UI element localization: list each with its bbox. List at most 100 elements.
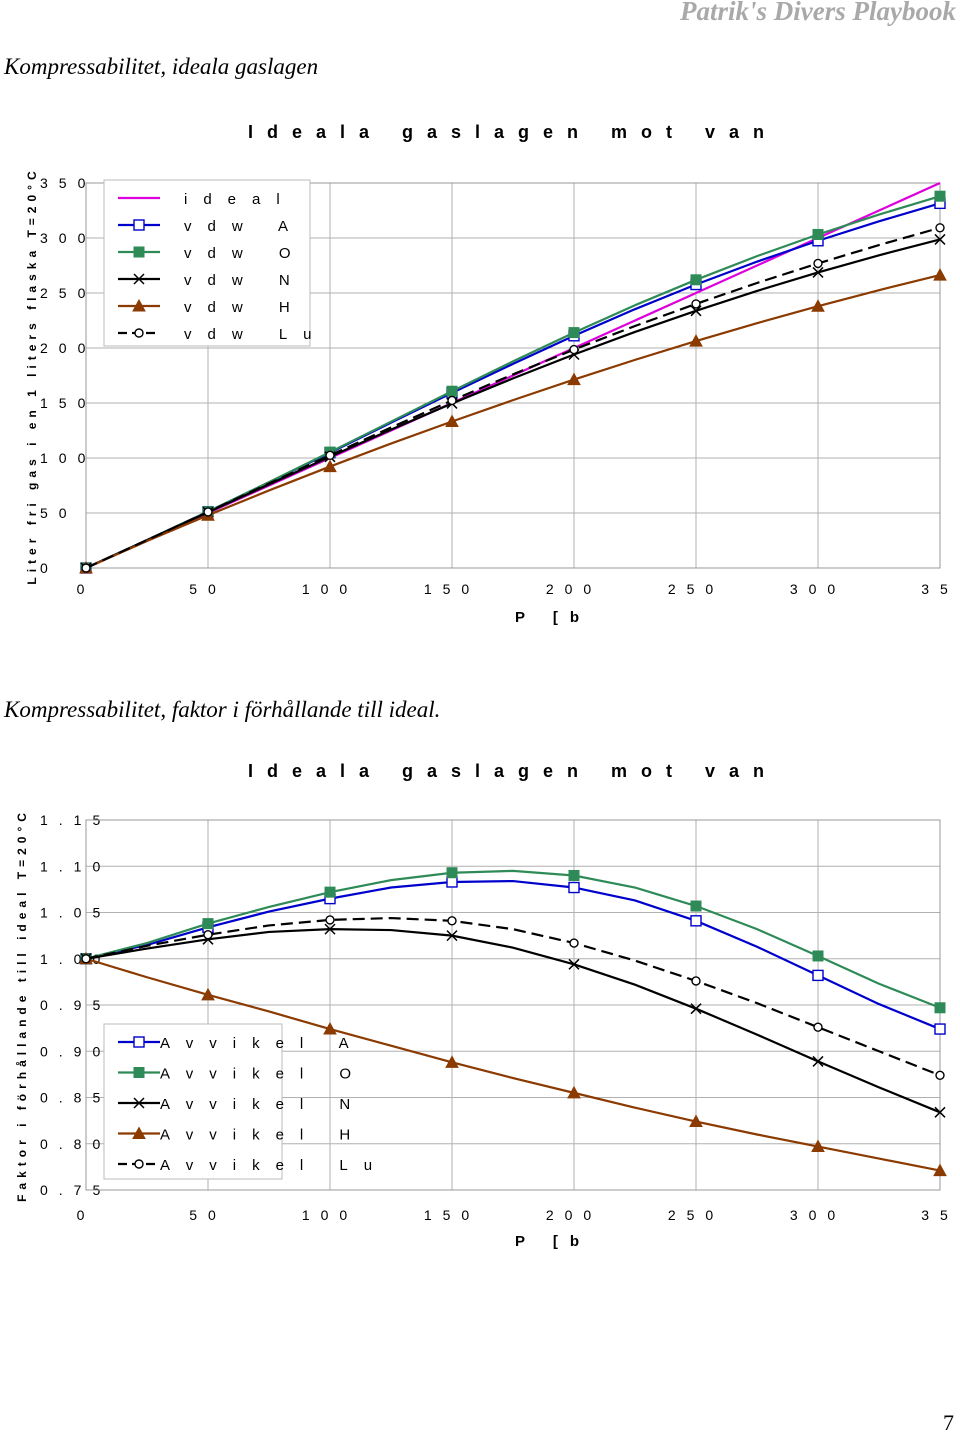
y-tick-label: 350 xyxy=(40,175,96,191)
y-tick-label: 200 xyxy=(40,340,96,356)
series-line xyxy=(85,957,941,1172)
legend-marker xyxy=(133,246,145,258)
data-point xyxy=(691,299,701,309)
data-point xyxy=(568,870,580,881)
data-point xyxy=(934,190,946,202)
data-point xyxy=(447,395,457,406)
legend-box xyxy=(103,1023,283,1180)
x-tick-label: 100 xyxy=(302,1207,358,1223)
legend-marker xyxy=(134,328,144,338)
data-point xyxy=(324,886,336,898)
y-tick-label: 1.15 xyxy=(40,812,111,828)
x-tick-label: 100 xyxy=(302,581,358,597)
data-point xyxy=(446,930,458,942)
series-line xyxy=(85,879,941,1031)
data-point xyxy=(202,918,214,930)
x-tick-label: 35 xyxy=(921,1207,959,1223)
data-point xyxy=(569,938,579,948)
data-point xyxy=(812,969,824,982)
data-point xyxy=(934,233,946,245)
legend-label: Avvikel O xyxy=(160,1066,367,1083)
data-point xyxy=(445,1055,459,1068)
x-tick-label: 200 xyxy=(546,581,602,597)
legend-label: Avvikel N xyxy=(160,1096,366,1113)
series-avvikel-h xyxy=(79,951,947,1177)
data-point xyxy=(812,950,824,962)
legend: ideal vdw A vdw O vdw N vdw H vdw Lu xyxy=(103,179,328,347)
y-tick-label: 0 xyxy=(40,560,59,576)
series-line xyxy=(85,928,941,1114)
data-point xyxy=(813,1022,823,1032)
data-point xyxy=(690,1003,702,1015)
data-point xyxy=(446,385,458,397)
series-line xyxy=(85,274,941,570)
legend-label: vdw A xyxy=(184,218,304,235)
legend-marker xyxy=(133,1036,145,1048)
data-point xyxy=(935,223,945,233)
section-heading-1: Kompressabilitet, ideala gaslagen xyxy=(4,54,319,79)
data-point xyxy=(568,958,580,970)
data-point xyxy=(690,274,702,286)
series-line xyxy=(85,238,941,570)
data-point xyxy=(446,876,458,888)
chart-title: Ideala gaslagen mot van xyxy=(248,122,778,142)
y-tick-label: 0.90 xyxy=(40,1043,111,1059)
data-point xyxy=(568,881,580,894)
y-tick-label: 0.75 xyxy=(40,1182,111,1198)
data-point xyxy=(934,1023,946,1035)
series-line xyxy=(85,226,941,570)
legend-marker xyxy=(132,1126,146,1139)
x-tick-label: 50 xyxy=(189,581,227,597)
legend-marker xyxy=(133,1067,145,1078)
data-point xyxy=(447,916,457,926)
data-point xyxy=(568,327,580,339)
data-point xyxy=(811,1139,825,1153)
x-tick-label: 0 xyxy=(77,581,96,597)
y-tick-label: 1.00 xyxy=(40,951,111,967)
series-line xyxy=(85,916,941,1077)
data-point xyxy=(324,923,336,935)
data-point xyxy=(812,266,824,278)
legend-label: vdw N xyxy=(184,272,306,289)
y-axis-label: Liter fri gas i en 1 liters flaska T=20°… xyxy=(25,166,39,584)
chart-factor-vs-pressure: Ideala gaslagen mot van 0 50 100 150 200 250 30… xyxy=(15,761,959,1250)
legend-label: Avvikel Lu xyxy=(160,1157,388,1174)
chart-title: Ideala gaslagen mot van xyxy=(248,761,778,781)
x-axis-label: P [b xyxy=(515,1233,591,1250)
data-point xyxy=(813,258,823,269)
x-tick-label: 35 xyxy=(921,581,959,597)
x-tick-label: 200 xyxy=(546,1207,602,1223)
series-vdw-lu xyxy=(81,223,945,573)
data-point xyxy=(933,1163,947,1177)
data-point xyxy=(689,1114,703,1128)
legend-label: vdw O xyxy=(184,245,307,262)
x-tick-label: 0 xyxy=(77,1207,96,1223)
y-tick-label: 50 xyxy=(40,505,78,521)
x-tick-label: 300 xyxy=(790,581,846,597)
section-heading-2: Kompressabilitet, faktor i förhållande t… xyxy=(4,697,441,722)
data-point xyxy=(934,1106,946,1118)
legend-marker xyxy=(134,1159,144,1169)
x-tick-label: 150 xyxy=(424,1207,480,1223)
legend-marker xyxy=(132,298,146,312)
data-point xyxy=(81,954,91,964)
legend-marker xyxy=(133,219,145,231)
data-point xyxy=(325,915,335,925)
series-vdw-h xyxy=(79,268,947,574)
legend-label: vdw Lu xyxy=(184,326,328,343)
chart-liters-vs-pressure: Ideala gaslagen mot van 0 50 100 150 200 250 30… xyxy=(25,122,959,626)
legend-marker xyxy=(133,1097,145,1109)
data-point xyxy=(567,372,581,386)
data-point xyxy=(203,507,213,517)
data-point xyxy=(323,459,337,473)
y-tick-label: 150 xyxy=(40,395,96,411)
data-point xyxy=(812,228,824,240)
data-point xyxy=(811,299,825,312)
y-axis-label: Faktor i förhållande till ideal T=20°C xyxy=(15,808,29,1202)
y-tick-label: 300 xyxy=(40,230,96,246)
x-tick-label: 300 xyxy=(790,1207,846,1223)
x-axis-label: P [b xyxy=(515,609,591,626)
y-tick-label: 1.10 xyxy=(40,858,111,874)
legend-label: ideal xyxy=(184,191,296,208)
x-tick-label: 150 xyxy=(424,581,480,597)
